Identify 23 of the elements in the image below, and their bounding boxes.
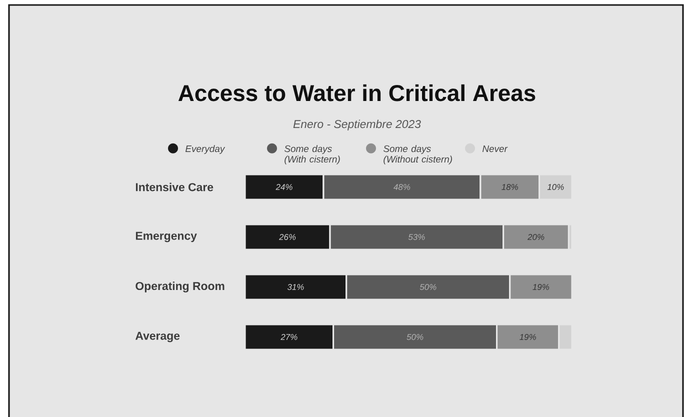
data-label: 18% <box>502 184 518 190</box>
data-label: 31% <box>287 284 304 290</box>
chart-title: Access to Water in Critical Areas <box>178 84 536 102</box>
legend-label: Never <box>482 145 508 152</box>
data-label: 27% <box>280 334 298 340</box>
y-tick-label: Intensive Care <box>136 182 214 192</box>
data-label: 19% <box>520 334 536 340</box>
y-tick-label: Average <box>135 332 180 342</box>
chart-subtitle: Enero - Septiembre 2023 <box>293 120 421 130</box>
data-label: 53% <box>408 234 425 240</box>
legend-label: Some days (Without cistern) <box>383 145 452 164</box>
legend-label: Everyday <box>186 145 226 154</box>
y-tick-label: Operating Room <box>136 282 224 292</box>
data-label: 19% <box>532 284 550 290</box>
legend-label: Some days (With cistern) <box>284 145 340 164</box>
data-label: 26% <box>278 234 296 240</box>
data-label: 48% <box>394 184 410 190</box>
y-tick-label: Emergency <box>136 232 197 242</box>
data-label: 50% <box>420 284 436 290</box>
data-label: 50% <box>406 334 424 340</box>
data-label: 10% <box>547 184 564 190</box>
data-label: 20% <box>528 234 544 240</box>
data-label: 24% <box>276 184 292 190</box>
